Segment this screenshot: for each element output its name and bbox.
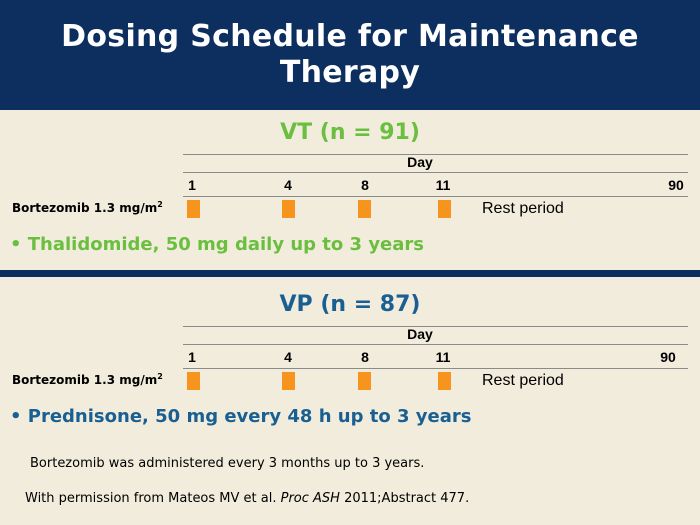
page-title: Dosing Schedule for Maintenance Therapy [61, 19, 639, 90]
vp-axis-bottom-line [183, 368, 688, 369]
vp-axis-mid-line [183, 344, 688, 345]
vt-tick-8: 8 [361, 177, 369, 193]
vp-heading: VP (n = 87) [279, 292, 421, 317]
vt-axis-bottom-line [183, 196, 688, 197]
vt-tick-4: 4 [284, 177, 292, 193]
vp-dose-marker-day-8 [358, 372, 371, 390]
vp-drug-label: Bortezomib 1.3 mg/m2 [12, 372, 163, 387]
vp-schedule: VP (n = 87) Day 1 4 8 11 90 Bortezomib 1… [0, 292, 700, 427]
section-divider [0, 270, 700, 277]
vp-dose-marker-day-1 [187, 372, 200, 390]
vp-tick-11: 11 [435, 349, 451, 365]
vt-tick-11: 11 [435, 177, 451, 193]
vt-dose-marker-day-4 [282, 200, 295, 218]
vt-tick-1: 1 [188, 177, 196, 193]
vp-tick-8: 8 [361, 349, 369, 365]
vp-tick-4: 4 [284, 349, 292, 365]
vt-tick-90: 90 [668, 177, 684, 193]
vp-tick-1: 1 [188, 349, 196, 365]
vp-tick-90: 90 [660, 349, 676, 365]
vt-dose-marker-day-11 [438, 200, 451, 218]
vt-heading: VT (n = 91) [280, 120, 420, 145]
vt-day-label: Day [407, 154, 433, 170]
vt-axis-top-line [183, 154, 688, 155]
citation-footnote: With permission from Mateos MV et al. Pr… [25, 491, 470, 506]
vt-schedule: VT (n = 91) Day 1 4 8 11 90 Bortezomib 1… [0, 120, 700, 255]
vp-axis-top-line [183, 326, 688, 327]
title-banner: Dosing Schedule for Maintenance Therapy [0, 0, 700, 110]
vp-day-label: Day [407, 326, 433, 342]
vt-dose-marker-day-8 [358, 200, 371, 218]
vp-rest-period: Rest period [482, 372, 564, 389]
vt-axis-mid-line [183, 172, 688, 173]
vp-dose-marker-day-11 [438, 372, 451, 390]
vp-bullet: • Prednisone, 50 mg every 48 h up to 3 y… [10, 406, 472, 427]
vt-dose-marker-day-1 [187, 200, 200, 218]
vp-dose-marker-day-4 [282, 372, 295, 390]
administration-footnote: Bortezomib was administered every 3 mont… [30, 456, 425, 471]
vt-bullet: • Thalidomide, 50 mg daily up to 3 years [10, 234, 424, 255]
vt-drug-label: Bortezomib 1.3 mg/m2 [12, 200, 163, 215]
vt-rest-period: Rest period [482, 200, 564, 217]
